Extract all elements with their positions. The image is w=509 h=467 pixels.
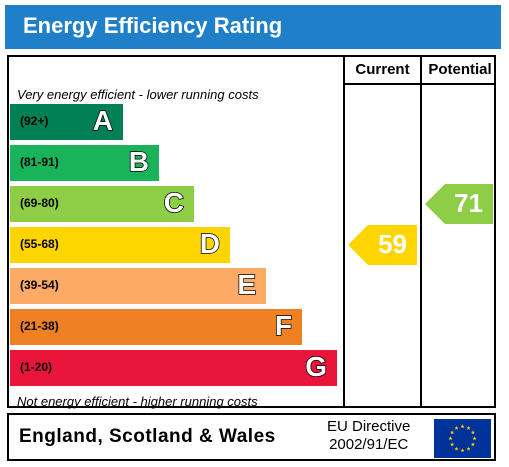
footer-bar: England, Scotland & Wales EU Directive 2… (7, 413, 496, 461)
eu-star (448, 436, 453, 441)
eu-star (450, 430, 455, 435)
current-column-header: Current (355, 61, 410, 78)
current-rating-arrow-value: 59 (378, 229, 407, 259)
potential-rating-arrow-value: 71 (454, 188, 483, 218)
page-title: Energy Efficiency Rating (23, 13, 283, 38)
footer-region-label: England, Scotland & Wales (19, 426, 276, 447)
band-range-label: (39-54) (20, 278, 59, 292)
rating-band-b: (81-91) B (10, 145, 159, 181)
potential-rating-arrow: 71 (425, 184, 493, 224)
eu-star (470, 442, 475, 447)
top-note: Very energy efficient - lower running co… (17, 87, 259, 102)
band-letter: B (128, 145, 150, 178)
directive-line-1: EU Directive (327, 418, 411, 435)
eu-star (454, 425, 459, 430)
bottom-note: Not energy efficient - higher running co… (17, 394, 258, 409)
band-letter: C (163, 186, 185, 219)
rating-band-g: (1-20) G (10, 350, 337, 386)
band-range-label: (55-68) (20, 237, 59, 251)
band-range-label: (81-91) (20, 155, 59, 169)
column-header-divider (343, 83, 494, 85)
header-bar: Energy Efficiency Rating (5, 5, 501, 49)
rating-band-f: (21-38) F (10, 309, 302, 345)
directive-line-2: 2002/91/EC (329, 436, 409, 453)
band-letter: E (237, 268, 257, 301)
band-letter: G (304, 350, 327, 383)
current-rating-arrow: 59 (348, 225, 417, 265)
rating-band-c: (69-80) C (10, 186, 194, 222)
band-range-label: (21-38) (20, 319, 59, 333)
eu-star (460, 424, 465, 429)
band-letter: D (199, 227, 221, 260)
band-range-label: (69-80) (20, 196, 59, 210)
band-range-label: (92+) (20, 114, 49, 128)
footer-directive: EU Directive 2002/91/EC (327, 418, 410, 454)
band-letter: F (274, 309, 293, 342)
eu-star (466, 425, 471, 430)
rating-band-e: (39-54) E (10, 268, 266, 304)
eu-star (472, 436, 477, 441)
band-letter: A (92, 104, 114, 137)
column-divider-current (343, 57, 345, 406)
rating-band-d: (55-68) D (10, 227, 230, 263)
eu-star (466, 446, 471, 451)
eu-star (470, 430, 475, 435)
potential-column-header: Potential (428, 61, 492, 78)
column-divider-potential (420, 57, 422, 406)
eu-flag-icon (434, 419, 491, 458)
eu-star (450, 442, 455, 447)
rating-chart-frame: Current Potential Very energy efficient … (7, 55, 496, 409)
eu-star (460, 448, 465, 453)
band-range-label: (1-20) (20, 360, 53, 374)
eu-star (454, 446, 459, 451)
rating-band-a: (92+) A (10, 104, 123, 140)
